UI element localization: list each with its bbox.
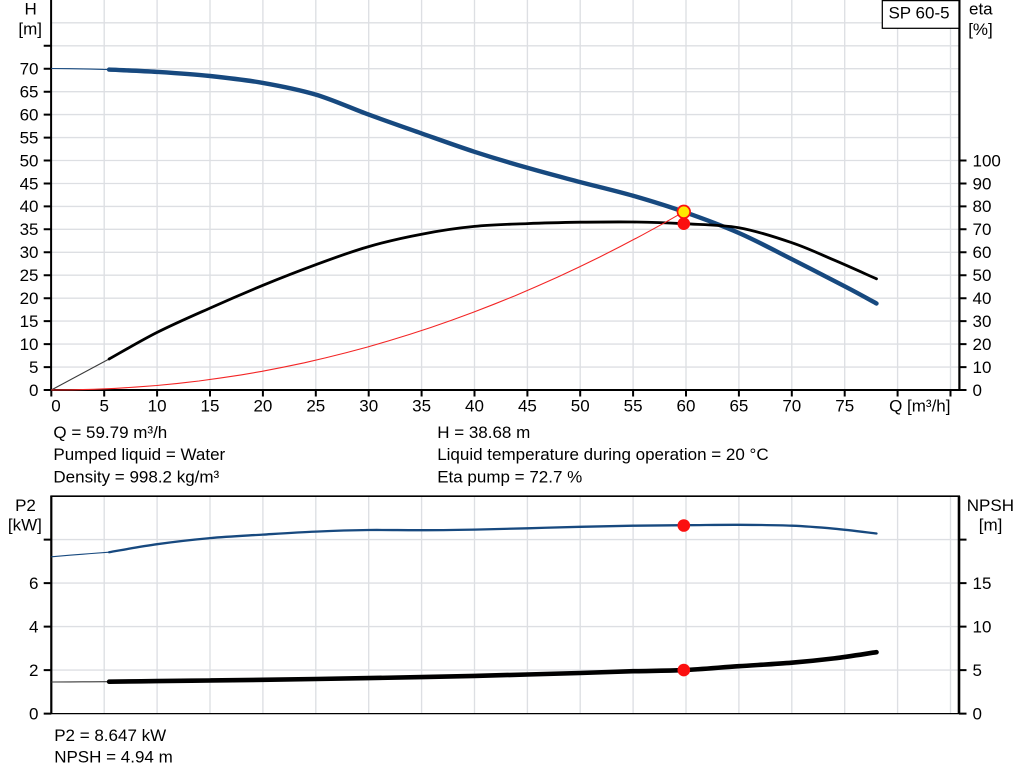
svg-text:40: 40 — [465, 397, 484, 416]
svg-text:75: 75 — [835, 397, 854, 416]
svg-text:60: 60 — [20, 105, 39, 124]
svg-text:NPSH = 4.94 m: NPSH = 4.94 m — [54, 748, 173, 767]
svg-text:45: 45 — [518, 397, 537, 416]
svg-text:10: 10 — [148, 397, 167, 416]
svg-text:70: 70 — [20, 60, 39, 79]
svg-text:[m]: [m] — [18, 20, 42, 39]
svg-text:65: 65 — [20, 83, 39, 102]
svg-text:15: 15 — [973, 574, 992, 593]
svg-text:H = 38.68 m: H = 38.68 m — [437, 423, 530, 442]
svg-text:70: 70 — [782, 397, 801, 416]
svg-text:20: 20 — [20, 289, 39, 308]
svg-text:Q [m³/h]: Q [m³/h] — [889, 397, 950, 416]
svg-text:30: 30 — [973, 312, 992, 331]
svg-text:5: 5 — [973, 661, 982, 680]
svg-text:[kW]: [kW] — [8, 516, 42, 535]
svg-text:6: 6 — [29, 574, 38, 593]
svg-text:[%]: [%] — [968, 20, 993, 39]
svg-text:65: 65 — [729, 397, 748, 416]
svg-text:[m]: [m] — [979, 516, 1003, 535]
svg-text:20: 20 — [973, 335, 992, 354]
svg-text:30: 30 — [359, 397, 378, 416]
svg-text:Liquid temperature during oper: Liquid temperature during operation = 20… — [437, 445, 768, 464]
svg-text:40: 40 — [973, 289, 992, 308]
svg-text:15: 15 — [20, 312, 39, 331]
svg-text:60: 60 — [973, 243, 992, 262]
svg-text:50: 50 — [571, 397, 590, 416]
svg-text:60: 60 — [677, 397, 696, 416]
svg-text:55: 55 — [20, 128, 39, 147]
svg-text:50: 50 — [973, 266, 992, 285]
svg-text:4: 4 — [29, 617, 38, 636]
svg-text:P2: P2 — [15, 496, 36, 515]
svg-text:50: 50 — [20, 151, 39, 170]
svg-text:55: 55 — [624, 397, 643, 416]
svg-text:P2 = 8.647 kW: P2 = 8.647 kW — [54, 726, 166, 745]
svg-text:20: 20 — [253, 397, 272, 416]
svg-text:NPSH: NPSH — [967, 496, 1014, 515]
svg-text:30: 30 — [20, 243, 39, 262]
svg-text:0: 0 — [51, 397, 60, 416]
svg-text:0: 0 — [29, 381, 38, 400]
svg-text:Eta pump = 72.7 %: Eta pump = 72.7 % — [437, 467, 582, 486]
svg-text:SP 60-5: SP 60-5 — [888, 3, 949, 22]
svg-text:35: 35 — [412, 397, 431, 416]
svg-text:90: 90 — [973, 174, 992, 193]
svg-text:80: 80 — [973, 197, 992, 216]
svg-text:70: 70 — [973, 220, 992, 239]
svg-text:0: 0 — [29, 704, 38, 723]
svg-text:Q = 59.79 m³/h: Q = 59.79 m³/h — [53, 423, 167, 442]
svg-text:35: 35 — [20, 220, 39, 239]
svg-text:15: 15 — [201, 397, 220, 416]
svg-text:0: 0 — [973, 704, 982, 723]
svg-text:2: 2 — [29, 661, 38, 680]
svg-text:10: 10 — [973, 358, 992, 377]
svg-text:0: 0 — [973, 381, 982, 400]
svg-text:40: 40 — [20, 197, 39, 216]
svg-text:10: 10 — [20, 335, 39, 354]
svg-text:5: 5 — [99, 397, 108, 416]
svg-text:45: 45 — [20, 174, 39, 193]
svg-text:5: 5 — [29, 358, 38, 377]
svg-text:100: 100 — [973, 151, 1001, 170]
svg-text:25: 25 — [306, 397, 325, 416]
svg-text:Pumped liquid = Water: Pumped liquid = Water — [53, 445, 225, 464]
svg-text:H: H — [24, 0, 36, 19]
svg-text:25: 25 — [20, 266, 39, 285]
svg-text:10: 10 — [973, 617, 992, 636]
svg-text:eta: eta — [969, 0, 993, 18]
svg-text:Density = 998.2 kg/m³: Density = 998.2 kg/m³ — [53, 467, 219, 486]
